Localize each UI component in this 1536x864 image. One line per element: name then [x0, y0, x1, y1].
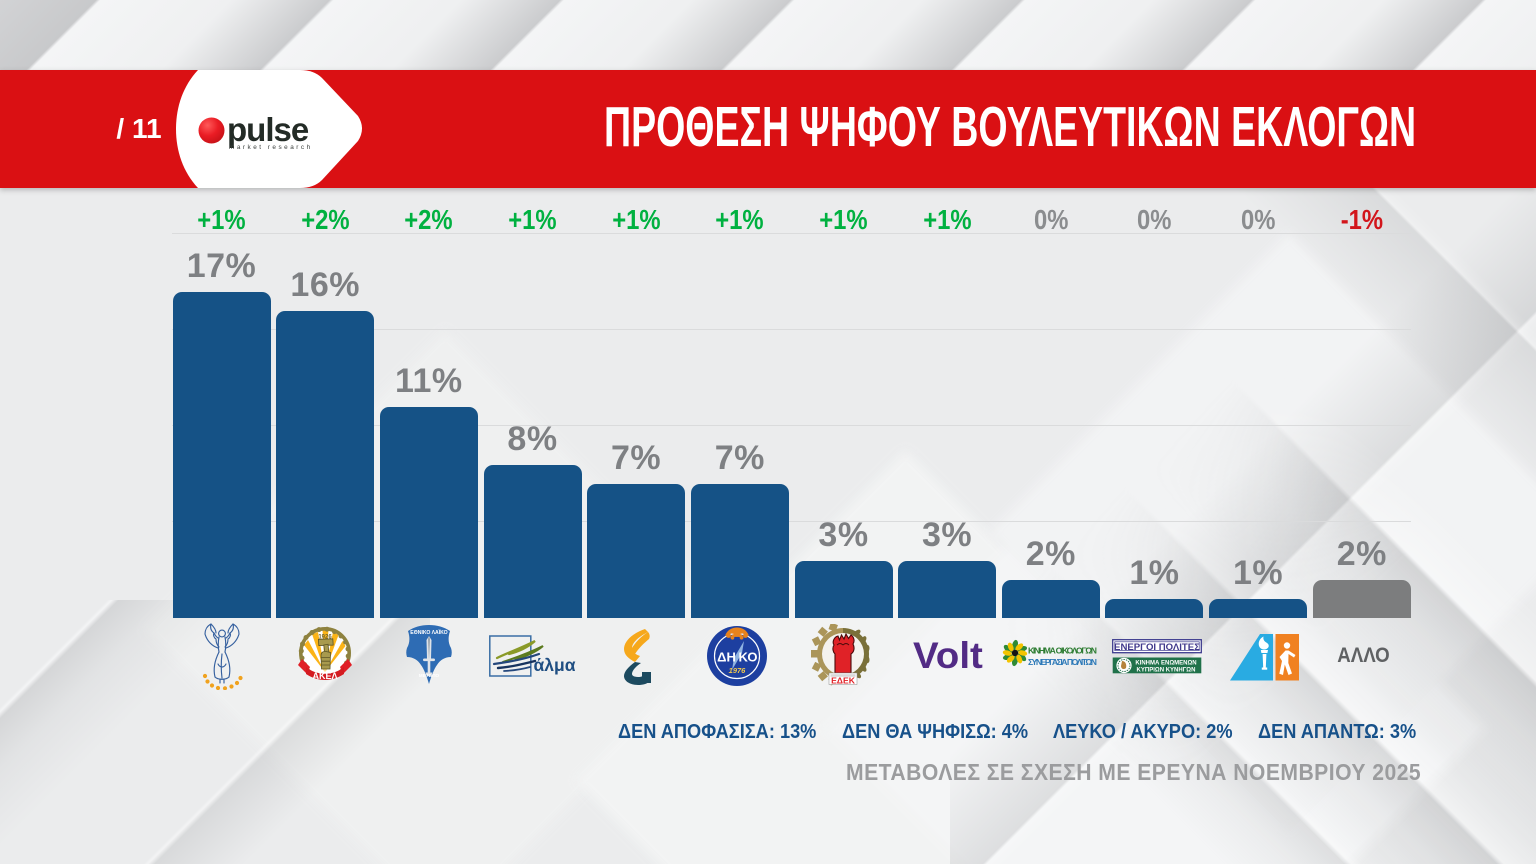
svg-text:ΕΝΕΡΓΟΙ ΠΟΛΙΤΕΣ: ΕΝΕΡΓΟΙ ΠΟΛΙΤΕΣ	[1114, 642, 1200, 653]
svg-text:ΔΗ: ΔΗ	[717, 650, 736, 665]
svg-text:ΚΙΝΗΜΑ ΕΝΩΜΕΝΩΝ: ΚΙΝΗΜΑ ΕΝΩΜΕΝΩΝ	[1135, 660, 1196, 666]
svg-text:ΚΙΝΗΜΑ ΟΙΚΟΛΟΓΩΝ: ΚΙΝΗΜΑ ΟΙΚΟΛΟΓΩΝ	[1028, 646, 1097, 656]
svg-text:ΣΥΝΕΡΓΑΣΙΑ ΠΟΛΙΤΩΝ: ΣΥΝΕΡΓΑΣΙΑ ΠΟΛΙΤΩΝ	[1028, 657, 1097, 667]
svg-text:1976: 1976	[729, 666, 747, 675]
svg-text:ΕΘΝΙΚΟ ΛΑΪΚΟ: ΕΘΝΙΚΟ ΛΑΪΚΟ	[410, 629, 447, 636]
svg-text:ΑΚΕΛ: ΑΚΕΛ	[313, 671, 338, 681]
svg-text:pulse: pulse	[227, 111, 309, 148]
svg-text:ΚΥΠΡΙΩΝ ΚΥΝΗΓΩΝ: ΚΥΠΡΙΩΝ ΚΥΝΗΓΩΝ	[1137, 667, 1196, 673]
svg-text:market research: market research	[229, 144, 313, 151]
svg-text:1926: 1926	[319, 635, 333, 641]
svg-text:ΕΔΕΚ: ΕΔΕΚ	[831, 676, 856, 686]
svg-text:ΜΕΤΩΠΟ: ΜΕΤΩΠΟ	[419, 673, 440, 678]
svg-text:ΚΟ: ΚΟ	[739, 650, 758, 665]
svg-text:άλμα: άλμα	[534, 655, 576, 675]
